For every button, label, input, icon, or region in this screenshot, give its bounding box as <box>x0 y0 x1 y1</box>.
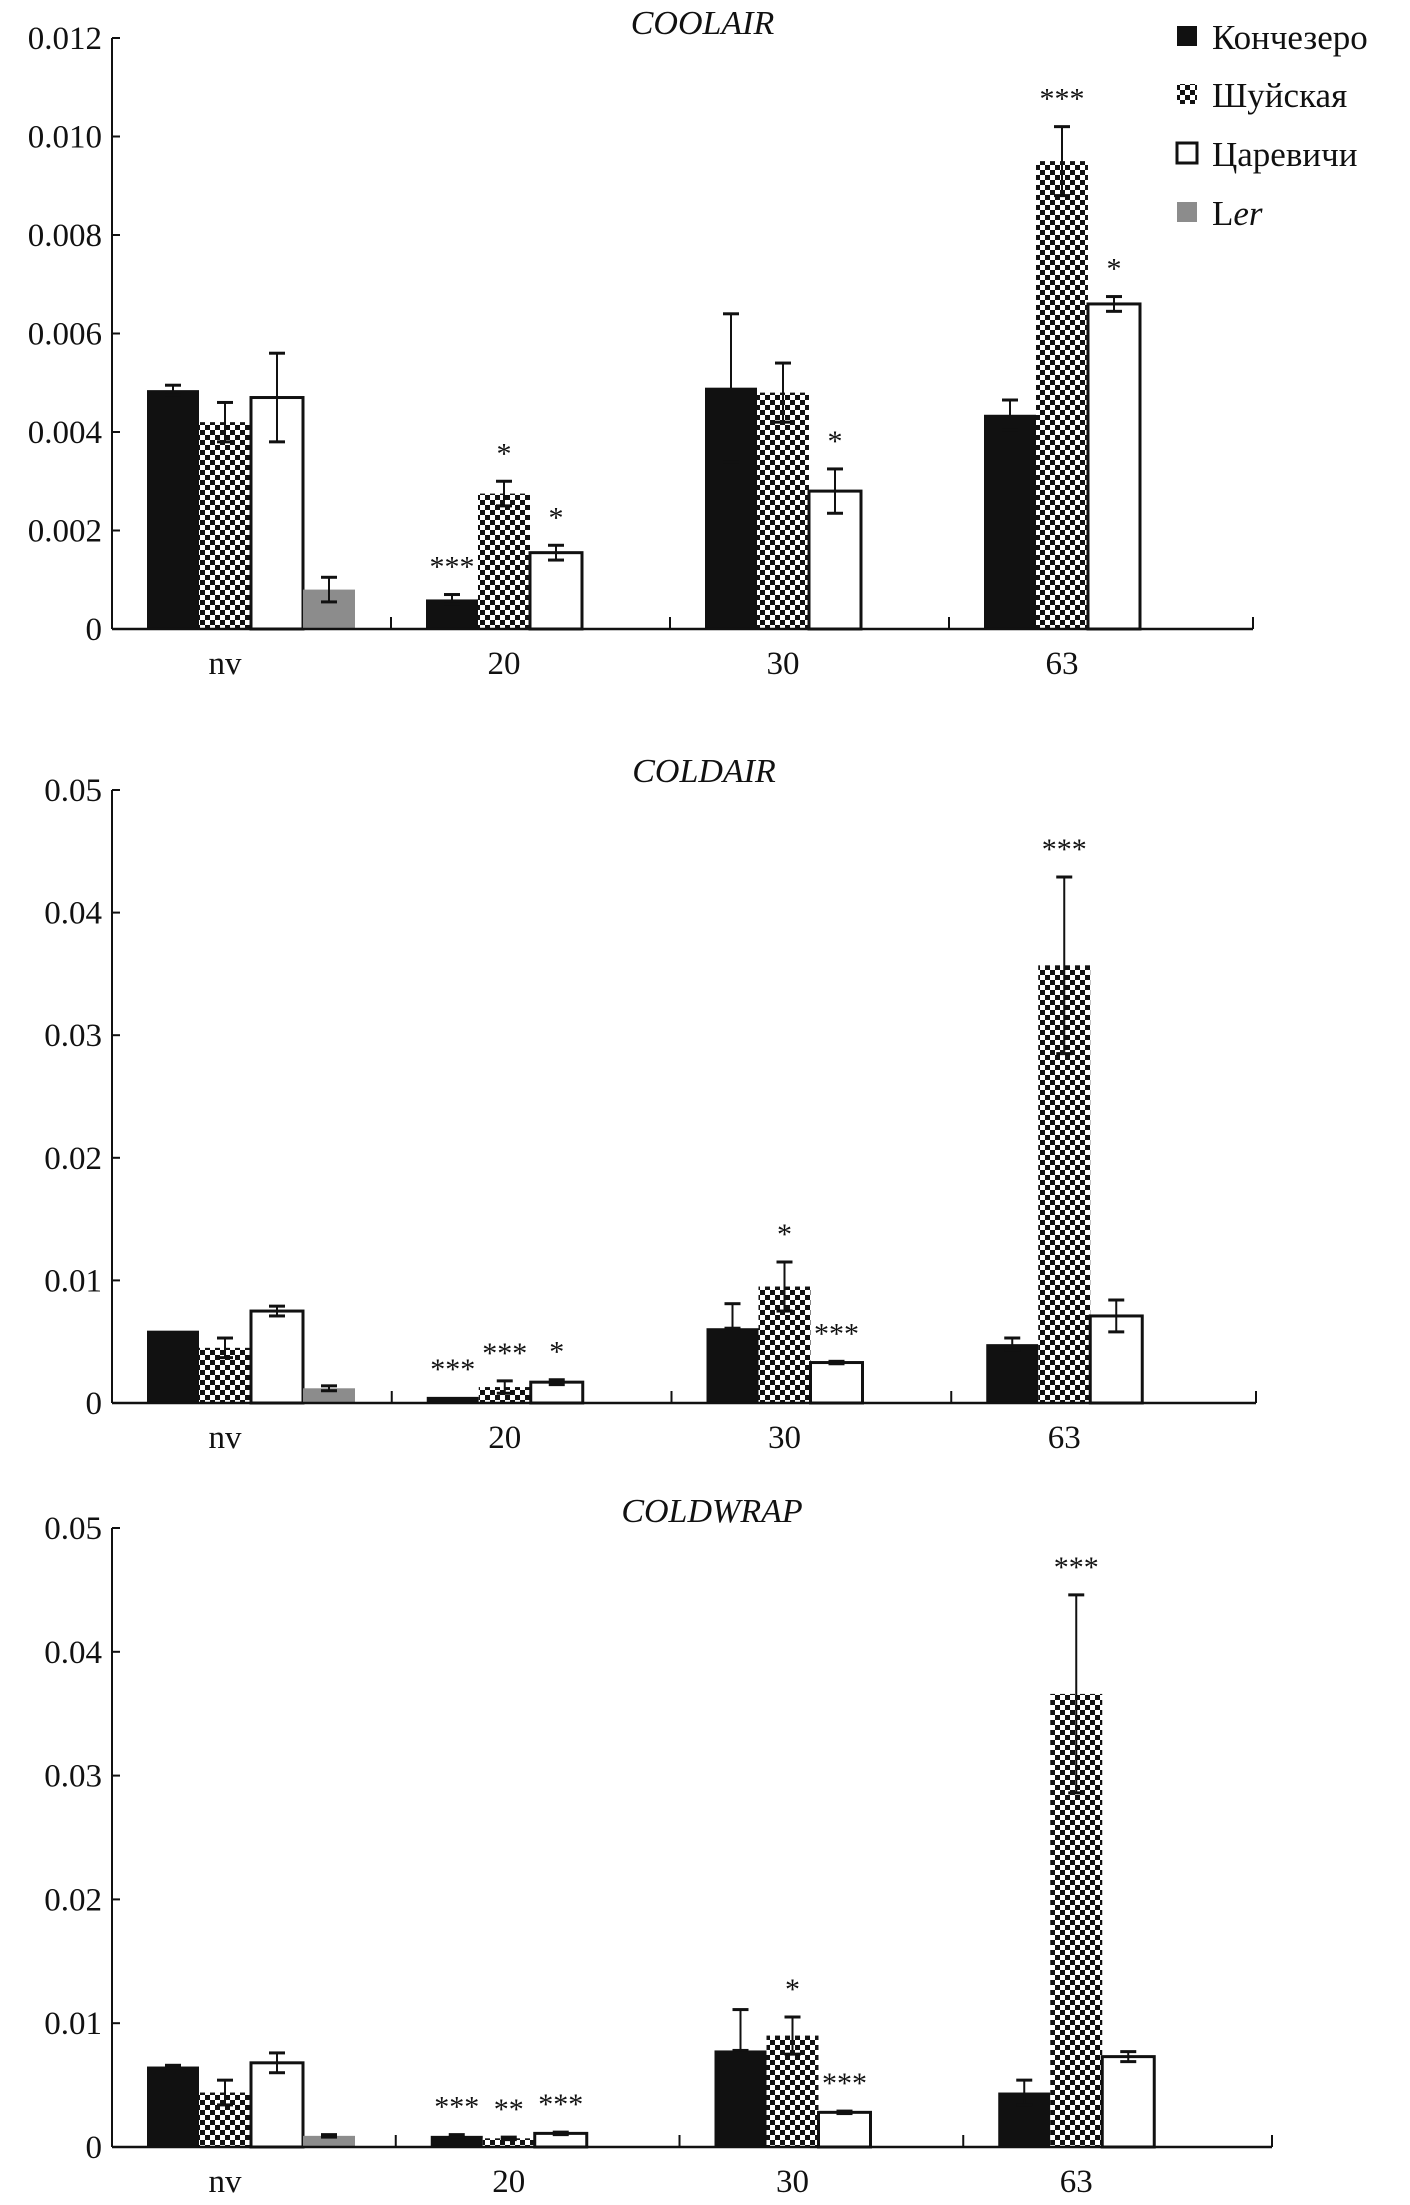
significance-label: *** <box>430 1353 475 1386</box>
bar-Шуйская <box>757 392 809 629</box>
bar-Кончезеро <box>147 1330 199 1403</box>
bar-Кончезеро <box>714 2050 767 2147</box>
bar-Царевичи <box>1100 2055 1156 2149</box>
legend-swatch <box>1177 26 1197 46</box>
bar-Кончезеро <box>986 1344 1039 1403</box>
significance-label: *** <box>430 551 475 584</box>
significance-label: *** <box>538 2088 583 2121</box>
bar-Кончезеро <box>430 2135 483 2147</box>
significance-label: *** <box>822 2067 867 2100</box>
bar-Шуйская <box>199 422 251 629</box>
bar-Кончезеро <box>426 1396 479 1403</box>
legend-label-italic: er <box>1233 194 1263 233</box>
legend-swatch <box>1177 84 1197 104</box>
bar-Кончезеро <box>147 2066 199 2147</box>
x-tick-label: 20 <box>488 646 521 682</box>
bar-Царевичи <box>817 2110 872 2149</box>
legend-label-main: L <box>1212 194 1233 233</box>
panel-coolair: COOLAIR**********00.0020.0040.0060.0080.… <box>28 5 1254 682</box>
significance-label: *** <box>1042 833 1087 866</box>
significance-label: * <box>497 437 512 470</box>
x-tick-label: 30 <box>768 1420 801 1456</box>
y-tick-label: 0.03 <box>44 1759 102 1795</box>
panel-title: COLDAIR <box>632 753 776 790</box>
significance-label: *** <box>1040 83 1085 116</box>
significance-label: *** <box>434 2091 479 2124</box>
bar-Кончезеро <box>147 390 199 629</box>
y-tick-label: 0.02 <box>44 1141 102 1177</box>
y-tick-label: 0.03 <box>44 1018 102 1054</box>
y-tick-label: 0.05 <box>44 773 102 809</box>
y-tick-label: 0.012 <box>28 21 102 57</box>
x-tick-label: nv <box>209 2164 243 2200</box>
bar-Кончезеро <box>706 1328 759 1403</box>
y-tick-label: 0.002 <box>28 514 102 550</box>
x-tick-label: 20 <box>492 2164 525 2200</box>
legend-swatch <box>1177 202 1197 222</box>
y-tick-label: 0 <box>86 1386 103 1422</box>
panel-coldair: COLDAIR*** ***********00.010.020.030.040.… <box>44 753 1257 1456</box>
bar-Шуйская <box>482 2138 535 2147</box>
y-tick-label: 0.05 <box>44 1511 102 1547</box>
y-tick-label: 0.01 <box>44 1263 102 1299</box>
legend-item: Шуйская <box>1177 76 1347 115</box>
legend-item: Ler <box>1177 194 1263 233</box>
bar-Шуйская <box>478 1387 531 1403</box>
x-tick-label: 30 <box>776 2164 809 2200</box>
bar-Царевичи <box>1086 302 1142 631</box>
y-tick-label: 0 <box>86 2130 103 2166</box>
bar-Шуйская <box>1036 161 1088 629</box>
legend: Кончезеро Шуйская Царевичи Ler <box>1175 18 1368 233</box>
x-tick-label: 30 <box>767 646 800 682</box>
legend-label-main: Кончезеро <box>1212 18 1368 57</box>
panel-title: COOLAIR <box>631 5 775 42</box>
legend-label: Шуйская <box>1212 76 1347 115</box>
y-tick-label: 0 <box>86 612 103 648</box>
legend-swatch <box>1175 141 1199 165</box>
y-tick-label: 0.04 <box>44 1635 102 1671</box>
legend-label-main: Шуйская <box>1212 76 1347 115</box>
legend-item: Кончезеро <box>1177 18 1368 57</box>
significance-label: *** <box>1054 1551 1099 1584</box>
x-tick-label: 20 <box>488 1420 521 1456</box>
legend-label: Царевичи <box>1212 135 1357 174</box>
bar-Ler <box>303 2135 355 2147</box>
x-tick-label: 63 <box>1048 1420 1081 1456</box>
bar-Царевичи <box>809 1361 864 1405</box>
legend-label: Ler <box>1212 194 1263 233</box>
y-tick-label: 0.010 <box>28 120 102 156</box>
y-tick-label: 0.006 <box>28 317 102 353</box>
panel-coldwrap: COLDWRAP*** ************00.010.020.030.04… <box>44 1493 1273 2200</box>
legend-label: Кончезеро <box>1212 18 1368 57</box>
x-tick-label: 63 <box>1046 646 1079 682</box>
bar-Кончезеро <box>984 414 1036 629</box>
bar-Царевичи <box>528 551 584 631</box>
bar-Шуйская <box>478 493 530 629</box>
x-tick-label: 63 <box>1060 2164 1093 2200</box>
significance-label: * <box>1107 253 1122 286</box>
bar-Царевичи <box>249 2061 305 2149</box>
y-tick-label: 0.02 <box>44 1882 102 1918</box>
significance-label: *** <box>482 1337 527 1370</box>
legend-label-main: Царевичи <box>1212 135 1357 174</box>
bar-Царевичи <box>249 1309 305 1405</box>
panel-title: COLDWRAP <box>621 1493 802 1530</box>
significance-label: * <box>777 1218 792 1251</box>
y-tick-label: 0.01 <box>44 2006 102 2042</box>
y-tick-label: 0.04 <box>44 896 102 932</box>
significance-label: * <box>828 425 843 458</box>
legend-item: Царевичи <box>1175 135 1357 174</box>
significance-label: * <box>785 1973 800 2006</box>
bar-Ler <box>303 1388 355 1403</box>
significance-label: * <box>549 1336 564 1369</box>
significance-label: ** <box>494 2093 524 2126</box>
significance-label: *** <box>814 1317 859 1350</box>
y-tick-label: 0.008 <box>28 218 102 254</box>
x-tick-label: nv <box>209 646 243 682</box>
x-tick-label: nv <box>209 1420 243 1456</box>
y-tick-label: 0.004 <box>28 415 102 451</box>
significance-label: * <box>549 501 564 534</box>
